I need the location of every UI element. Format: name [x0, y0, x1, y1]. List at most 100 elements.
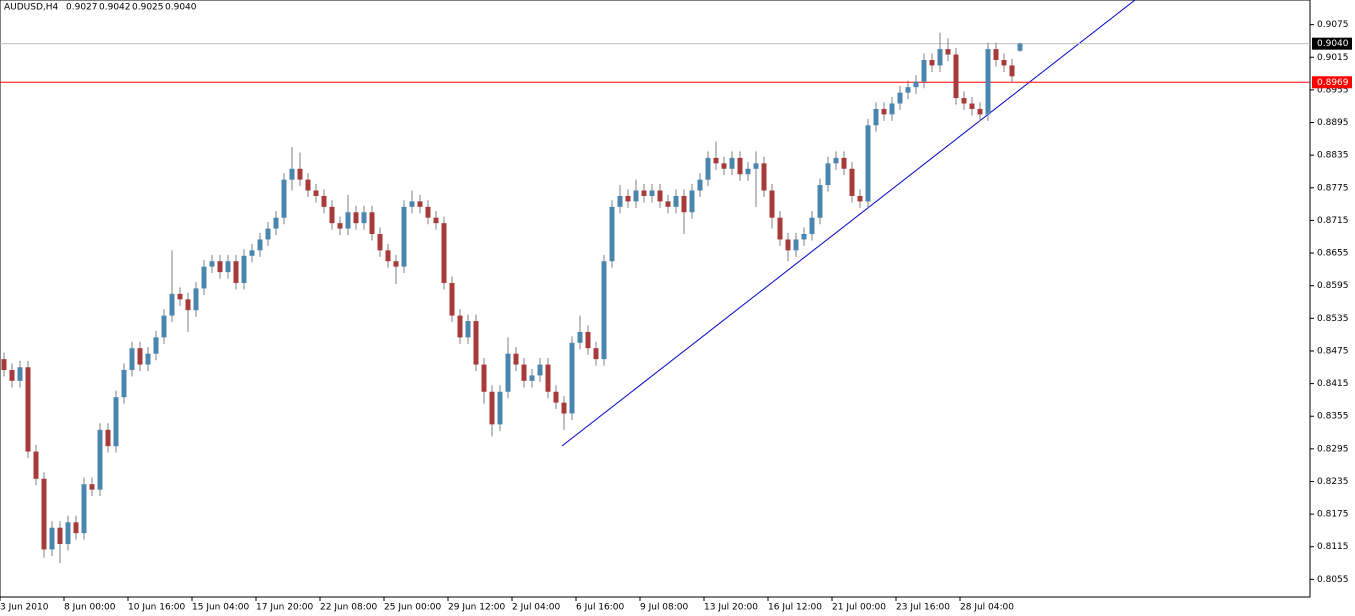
candle-body	[681, 195, 687, 213]
candle-body	[945, 49, 951, 55]
candle-body	[177, 293, 183, 300]
candle-body	[929, 59, 935, 66]
candle-body	[833, 157, 839, 164]
x-tick-label: 25 Jun 00:00	[384, 603, 441, 613]
candle-body	[817, 185, 823, 218]
y-tick-label: 0.8895	[1317, 118, 1349, 128]
candle-body	[129, 348, 135, 370]
candle-body	[689, 190, 695, 213]
candle-body	[825, 163, 831, 186]
candle-body	[753, 163, 759, 169]
candle-body	[489, 391, 495, 425]
candle-body	[505, 353, 511, 392]
price-label: 0.8969	[1317, 78, 1349, 88]
candle-body	[185, 299, 191, 311]
candle-body	[889, 103, 895, 115]
candle-body	[265, 228, 271, 240]
candle-body	[41, 478, 47, 550]
candle-body	[105, 429, 111, 447]
y-tick-label: 0.8535	[1317, 314, 1349, 324]
candle-body	[1001, 59, 1007, 66]
x-tick-label: 8 Jun 00:00	[64, 603, 116, 613]
ohlc-low: 0.9025	[132, 3, 164, 13]
price-label-box	[1312, 37, 1352, 50]
x-tick-label: 13 Jul 20:00	[704, 603, 758, 613]
candle-body	[761, 163, 767, 191]
candle-body	[553, 391, 559, 403]
candle-body	[785, 239, 791, 251]
candle-body	[73, 522, 79, 534]
candle-body	[329, 206, 335, 224]
x-tick-label: 29 Jun 12:00	[448, 603, 505, 613]
y-tick-label: 0.8115	[1317, 542, 1349, 552]
candle-body	[201, 266, 207, 289]
candle-body	[497, 391, 503, 425]
candle-body	[137, 348, 143, 365]
candle-body	[769, 190, 775, 218]
candle-body	[577, 331, 583, 343]
y-tick-label: 0.9015	[1317, 53, 1349, 63]
y-tick-label: 0.8715	[1317, 216, 1349, 226]
candle-body	[369, 212, 375, 235]
candle-body	[657, 190, 663, 202]
candle-body	[17, 367, 23, 381]
candle-body	[977, 108, 983, 115]
candle-body	[905, 87, 911, 93]
candle-body	[417, 201, 423, 207]
candle-body	[249, 250, 255, 256]
candle-body	[897, 92, 903, 104]
candle-body	[473, 321, 479, 365]
candle-body	[777, 217, 783, 240]
candle-body	[449, 282, 455, 316]
candle-body	[881, 108, 887, 115]
y-tick-label: 0.8235	[1317, 477, 1349, 487]
x-tick-label: 9 Jul 08:00	[640, 603, 689, 613]
x-tick-label: 10 Jun 16:00	[128, 603, 185, 613]
candle-body	[393, 261, 399, 267]
candle-body	[649, 190, 655, 196]
candle-body	[537, 364, 543, 376]
candle-body	[593, 348, 599, 360]
y-tick-label: 0.8955	[1317, 85, 1349, 95]
candle-body	[33, 451, 39, 479]
candle-body	[841, 157, 847, 169]
candle-body	[521, 364, 527, 381]
candle-body	[233, 261, 239, 283]
x-tick-label: 23 Jul 16:00	[896, 603, 950, 613]
candle-body	[993, 49, 999, 60]
candle-body	[441, 223, 447, 283]
candle-body	[217, 261, 223, 273]
candle-body	[697, 179, 703, 191]
candle-body	[313, 190, 319, 196]
candle-body	[913, 81, 919, 88]
candle-body	[713, 157, 719, 164]
candle-body	[81, 484, 87, 534]
candle-body	[809, 217, 815, 235]
candle-body	[169, 293, 175, 316]
candle-body	[257, 239, 263, 251]
candle-body	[465, 321, 471, 338]
candle-body	[673, 195, 679, 207]
candle-body	[49, 527, 55, 550]
candle-body	[625, 195, 631, 202]
candle-body	[433, 217, 439, 224]
candle-body	[985, 49, 991, 115]
candle-body	[113, 397, 119, 447]
candle-body	[225, 261, 231, 273]
x-tick-label: 17 Jun 20:00	[256, 603, 313, 613]
candle-body	[865, 125, 871, 202]
candle-body	[721, 163, 727, 169]
x-tick-label: 3 Jun 2010	[0, 603, 49, 613]
x-tick-label: 22 Jun 08:00	[320, 603, 377, 613]
candle-body	[961, 98, 967, 104]
candle-body	[161, 315, 167, 338]
candle-body	[937, 49, 943, 66]
y-tick-label: 0.8835	[1317, 151, 1349, 161]
candle-body	[145, 353, 151, 365]
candle-body	[665, 201, 671, 207]
candle-body	[969, 103, 975, 109]
candle-body	[641, 190, 647, 196]
candle-body	[545, 364, 551, 392]
price-label-box	[1312, 76, 1352, 89]
